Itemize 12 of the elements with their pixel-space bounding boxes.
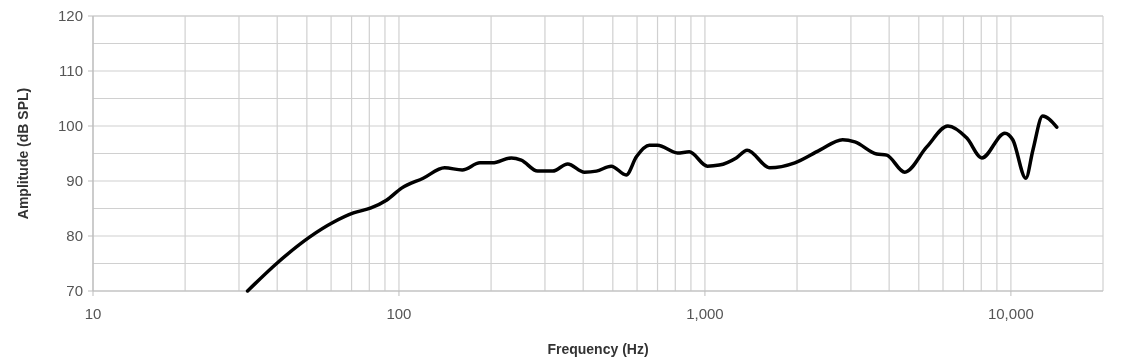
y-axis-title: Amplitude (dB SPL)	[15, 87, 31, 220]
y-tick-label: 90	[66, 172, 83, 190]
y-tick-label: 100	[57, 117, 83, 135]
x-tick-label: 10,000	[987, 305, 1034, 322]
y-tick-label: 80	[66, 227, 83, 245]
y-tick-label: 110	[59, 62, 83, 80]
x-tick-label: 100	[386, 305, 412, 322]
x-axis-title: Frequency (Hz)	[547, 341, 649, 357]
y-tick-label: 70	[66, 282, 83, 300]
x-tick-label: 10	[84, 305, 102, 322]
y-tick-label: 120	[57, 7, 83, 25]
x-tick-label: 1,000	[686, 305, 724, 322]
